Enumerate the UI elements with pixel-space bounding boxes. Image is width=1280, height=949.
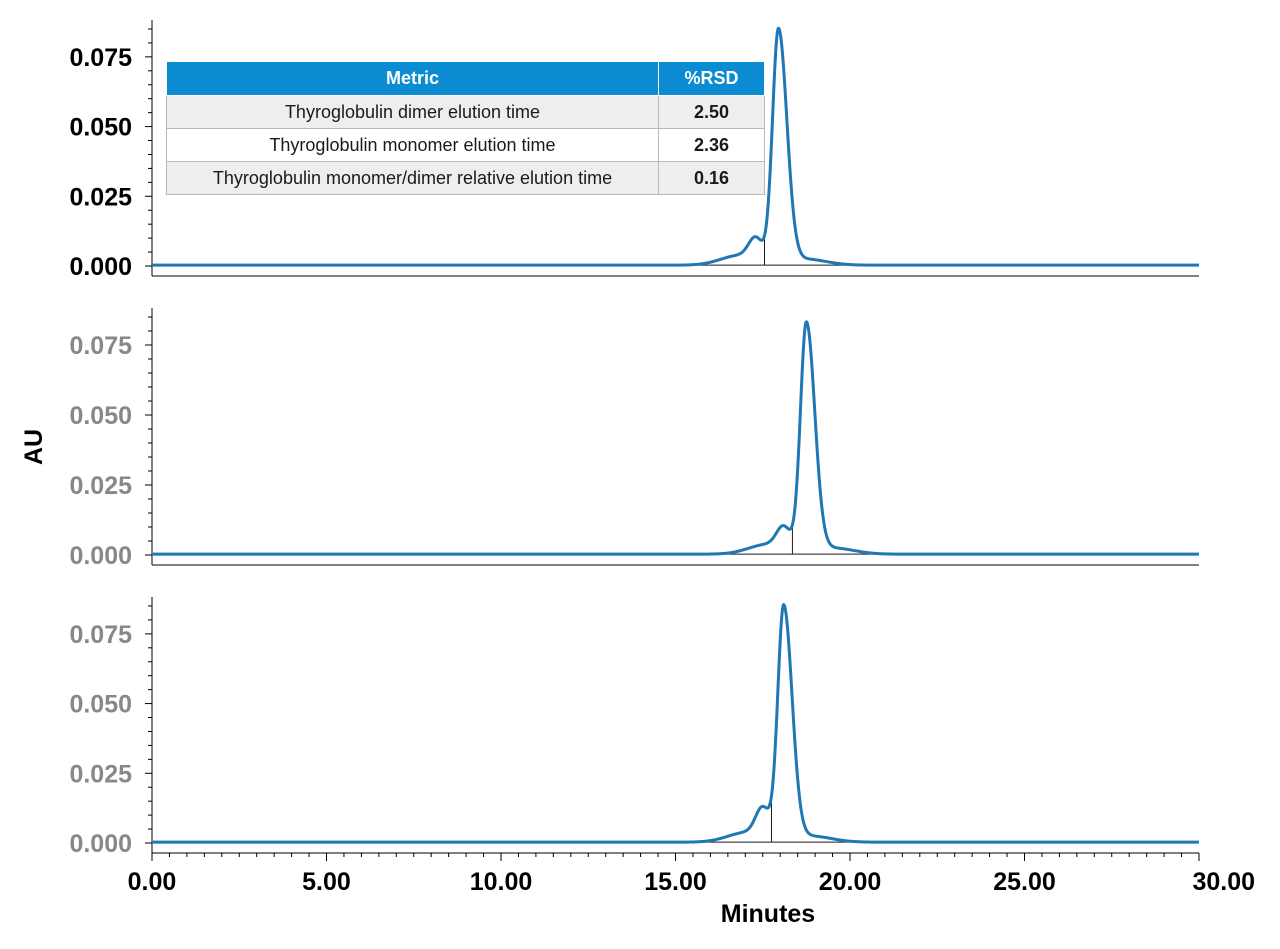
table-cell-metric: Thyroglobulin monomer/dimer relative elu…	[166, 161, 659, 195]
table-cell-metric: Thyroglobulin dimer elution time	[166, 95, 659, 129]
y-tick-label: 0.000	[69, 830, 132, 858]
chart-panel: 0.000 0.025 0.050 0.075	[69, 20, 1200, 281]
chromatogram-trace	[151, 26, 1200, 267]
x-tick-label: 15.00	[644, 868, 707, 896]
table-row: Thyroglobulin dimer elution time 2.50	[166, 95, 765, 129]
y-tick-label: 0.050	[69, 691, 132, 719]
table-cell-rsd: 2.50	[658, 95, 765, 129]
x-tick-label: 0.00	[128, 868, 177, 896]
chromatogram-trace	[151, 320, 1200, 556]
y-tick-label: 0.025	[69, 183, 132, 211]
y-tick-label: 0.050	[69, 114, 132, 142]
x-tick-label: 5.00	[302, 868, 351, 896]
chart-panel: 0.000 0.025 0.050 0.075	[69, 308, 1200, 570]
y-tick-label: 0.075	[69, 332, 132, 360]
x-tick-label: 20.00	[819, 868, 882, 896]
y-tick-label: 0.025	[69, 472, 132, 500]
table-row: Thyroglobulin monomer elution time 2.36	[166, 128, 765, 162]
y-tick-label: 0.050	[69, 402, 132, 430]
x-tick-label: 30.00	[1192, 868, 1255, 896]
y-axis-title: AU	[20, 429, 48, 465]
x-tick-label: 10.00	[470, 868, 533, 896]
y-tick-label: 0.000	[69, 253, 132, 281]
table-row: Thyroglobulin monomer/dimer relative elu…	[166, 161, 765, 195]
rsd-table-header-rsd: %RSD	[658, 61, 765, 96]
chart-panel: 0.000 0.025 0.050 0.075	[69, 597, 1200, 858]
x-axis-title: Minutes	[721, 900, 815, 928]
table-cell-metric: Thyroglobulin monomer elution time	[166, 128, 659, 162]
y-tick-label: 0.000	[69, 542, 132, 570]
table-cell-rsd: 0.16	[658, 161, 765, 195]
table-cell-rsd: 2.36	[658, 128, 765, 162]
rsd-table-header-metric: Metric	[166, 61, 659, 96]
chromatogram-trace	[151, 603, 1200, 844]
rsd-table: Metric %RSD Thyroglobulin dimer elution …	[166, 61, 765, 195]
y-tick-label: 0.075	[69, 44, 132, 72]
x-tick-label: 25.00	[993, 868, 1056, 896]
y-tick-label: 0.025	[69, 760, 132, 788]
y-tick-label: 0.075	[69, 621, 132, 649]
rsd-table-header-row: Metric %RSD	[166, 61, 765, 96]
